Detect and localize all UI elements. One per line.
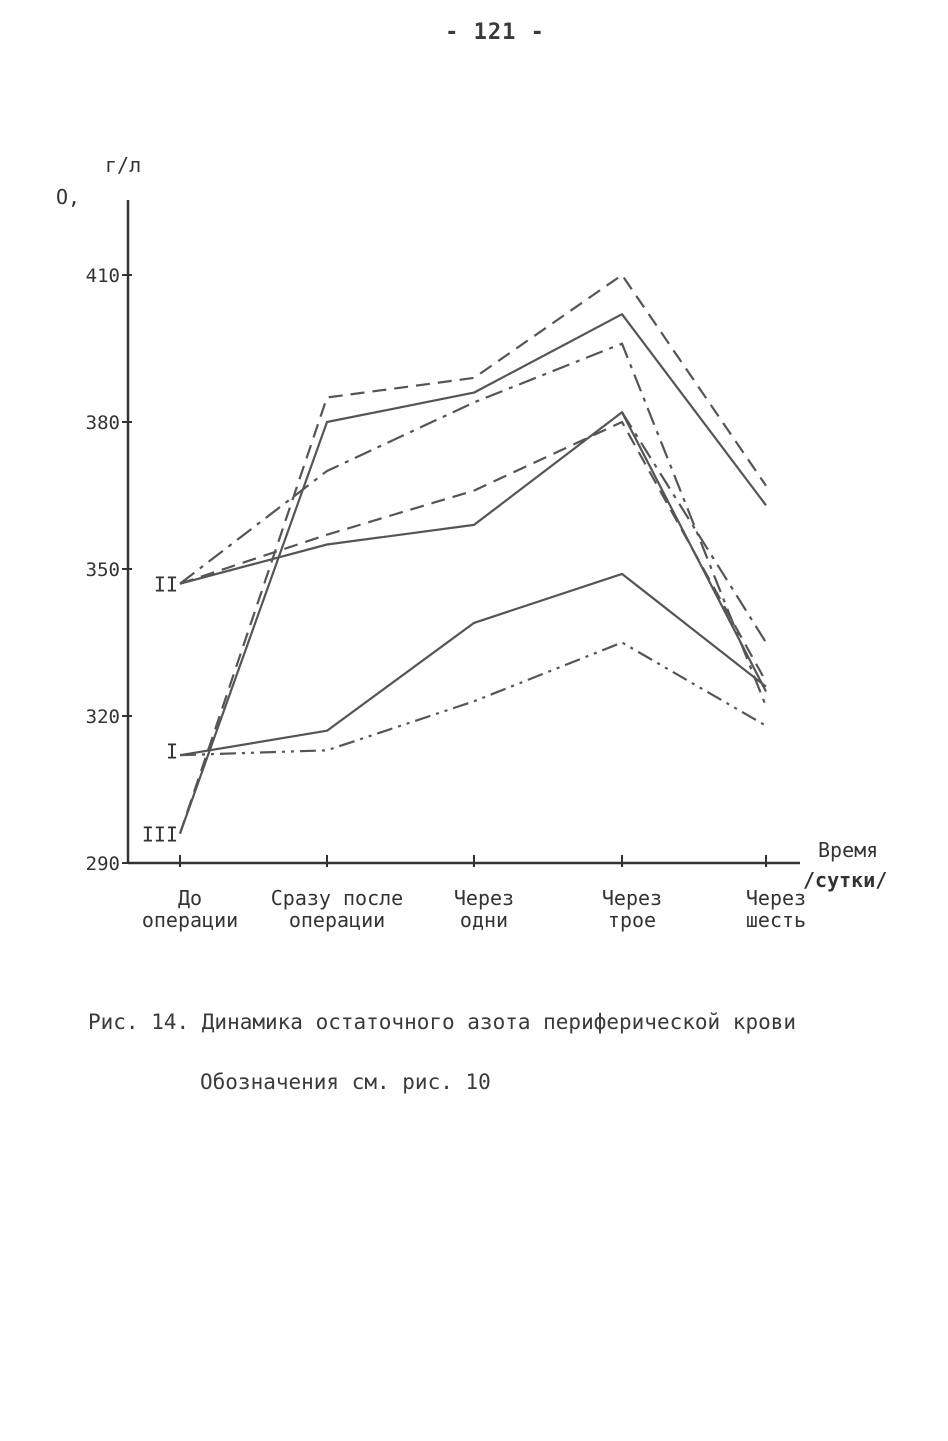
y-tick-label: 410	[86, 265, 120, 287]
series-line-7	[179, 641, 767, 757]
x-tick-label: Сразу после	[271, 886, 403, 910]
x-tick-label: одни	[460, 908, 508, 932]
page-number: - 121 -	[445, 20, 545, 45]
y-axis-label: О,	[56, 185, 80, 209]
figure-caption-note: Обозначения см. рис. 10	[200, 1070, 491, 1094]
x-tick-label: трое	[608, 908, 656, 932]
series-line-4	[179, 420, 767, 683]
x-tick-label: операции	[289, 908, 385, 932]
series-line-2	[178, 313, 767, 834]
x-tick-label: Через	[602, 886, 662, 910]
group-label: III	[142, 823, 178, 847]
x-axis-label: Время	[818, 838, 878, 862]
chart-axes	[122, 200, 800, 867]
y-tick-label: 320	[86, 706, 120, 728]
series-line-3	[179, 342, 768, 707]
x-tick-label: шесть	[746, 908, 806, 932]
x-axis-label: /сутки/	[803, 868, 887, 892]
chart-series	[178, 273, 768, 834]
series-line-6	[179, 572, 767, 757]
x-tick-label: До	[178, 886, 202, 910]
y-tick-label: 380	[86, 412, 120, 434]
y-axis-unit-label: г/л	[105, 153, 141, 177]
group-label: II	[154, 573, 178, 597]
x-tick-label: Через	[746, 886, 806, 910]
y-tick-label: 290	[86, 853, 120, 875]
series-line-5	[179, 411, 767, 693]
series-line-8	[621, 411, 767, 644]
figure-caption: Рис. 14. Динамика остаточного азота пери…	[88, 1010, 797, 1034]
x-tick-label: операции	[142, 908, 238, 932]
x-tick-label: Через	[454, 886, 514, 910]
y-tick-label: 350	[86, 559, 120, 581]
group-label: I	[166, 739, 178, 763]
